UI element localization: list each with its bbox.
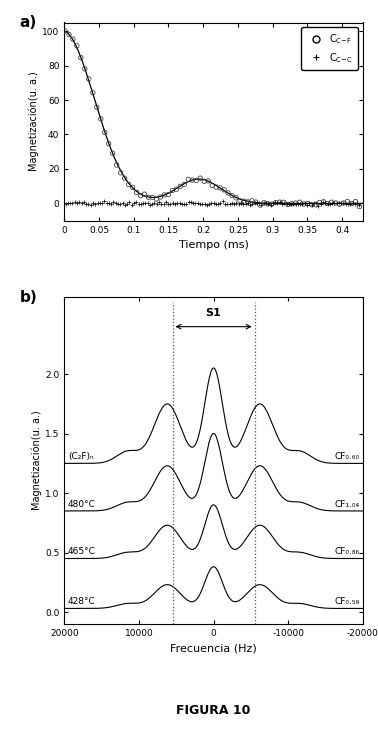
X-axis label: Tiempo (ms): Tiempo (ms) [179, 240, 248, 250]
Point [225, 187, 231, 199]
Point [169, 184, 175, 196]
Point [344, 196, 350, 208]
Point [106, 138, 112, 150]
Point [161, 189, 167, 201]
Text: b): b) [20, 290, 37, 305]
Point [146, 191, 152, 203]
Point [110, 147, 116, 159]
Point [317, 196, 323, 208]
Text: CF₀.₈₆: CF₀.₈₆ [334, 548, 359, 556]
Point [153, 193, 160, 205]
Point [114, 159, 120, 171]
Point [273, 196, 279, 208]
Text: CF₁.₀₄: CF₁.₀₄ [334, 500, 359, 508]
Point [285, 199, 291, 211]
Text: S1: S1 [206, 308, 222, 318]
X-axis label: Frecuencia (Hz): Frecuencia (Hz) [170, 644, 257, 653]
Point [86, 73, 92, 85]
Text: 480°C: 480°C [68, 500, 96, 508]
Y-axis label: Magnetización(u. a.): Magnetización(u. a.) [29, 72, 39, 172]
Point [265, 198, 271, 210]
Text: 428°C: 428°C [68, 597, 96, 606]
Point [82, 63, 88, 75]
Point [149, 191, 155, 203]
Point [269, 198, 275, 210]
Text: CF₀.₅₉: CF₀.₅₉ [334, 597, 359, 606]
Point [325, 197, 331, 209]
Point [217, 182, 223, 194]
Point [166, 188, 172, 200]
Point [133, 187, 139, 199]
Point [321, 196, 327, 208]
Legend: $\mathregular{C_{C\mathregular{-}F}}$, $\mathregular{C_{C\mathregular{-}C}}$: $\mathregular{C_{C\mathregular{-}F}}$, $… [301, 27, 358, 70]
Point [181, 178, 187, 190]
Point [241, 195, 247, 207]
Point [122, 172, 128, 184]
Point [141, 188, 147, 200]
Point [349, 197, 355, 209]
Point [102, 126, 108, 138]
Point [297, 196, 303, 208]
Point [245, 196, 251, 208]
Point [257, 199, 263, 211]
Point [277, 196, 283, 208]
Point [341, 197, 347, 209]
Point [185, 173, 191, 185]
Point [197, 172, 203, 184]
Y-axis label: Magnetización(u. a.): Magnetización(u. a.) [32, 410, 42, 510]
Point [293, 197, 299, 209]
Point [305, 198, 311, 210]
Point [229, 190, 235, 202]
Point [328, 196, 335, 208]
Point [249, 195, 255, 207]
Point [189, 174, 195, 186]
Point [130, 182, 136, 194]
Point [281, 196, 287, 208]
Point [213, 181, 219, 193]
Point [98, 113, 104, 125]
Point [233, 192, 239, 204]
Point [205, 175, 211, 187]
Text: 465°C: 465°C [68, 548, 96, 556]
Text: (C₂F)ₙ: (C₂F)ₙ [68, 452, 94, 461]
Point [209, 179, 215, 191]
Point [78, 52, 84, 64]
Point [253, 196, 259, 208]
Point [90, 87, 96, 99]
Point [138, 190, 144, 202]
Point [94, 101, 100, 113]
Point [62, 25, 68, 37]
Point [313, 199, 319, 211]
Point [201, 176, 207, 188]
Point [352, 196, 358, 208]
Text: CF₀.₆₀: CF₀.₆₀ [334, 452, 359, 461]
Text: a): a) [20, 14, 37, 29]
Point [308, 199, 314, 211]
Point [118, 166, 124, 178]
Text: FIGURA 10: FIGURA 10 [177, 704, 251, 716]
Point [356, 200, 363, 212]
Point [174, 183, 180, 195]
Point [177, 180, 183, 192]
Point [261, 196, 267, 208]
Point [70, 33, 76, 45]
Point [237, 195, 243, 207]
Point [221, 184, 227, 196]
Point [157, 191, 163, 203]
Point [74, 40, 80, 52]
Point [333, 197, 339, 209]
Point [125, 178, 132, 190]
Point [336, 198, 342, 210]
Point [301, 198, 307, 210]
Point [193, 175, 199, 187]
Point [66, 28, 72, 40]
Point [289, 198, 295, 210]
